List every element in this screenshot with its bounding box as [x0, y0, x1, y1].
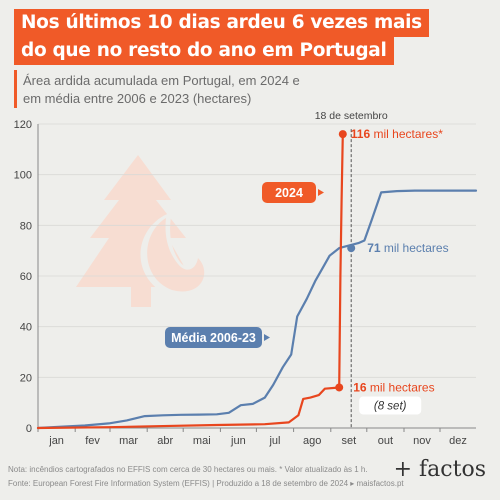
title-line-2: do que no resto do ano em Portugal: [14, 37, 394, 65]
legend-media-label: Média 2006-23: [171, 331, 256, 345]
x-tick-label: fev: [85, 435, 100, 447]
x-tick-label: ago: [303, 435, 321, 447]
series-line-2024: [36, 133, 344, 430]
x-tick-label: mai: [193, 435, 211, 447]
forest-fire-icon: [76, 155, 211, 307]
y-tick-label: 100: [14, 170, 32, 182]
x-tick-label: abr: [157, 435, 173, 447]
brand-logo: + factos: [393, 457, 486, 482]
chart-annotations: 116 mil hectares* 71 mil hectares 16 mil h…: [165, 127, 449, 415]
source-note: Fonte: European Forest Fire Information …: [8, 479, 404, 488]
chart-series: [36, 133, 478, 430]
x-tick-label: jan: [48, 435, 64, 447]
x-tick-label: set: [341, 435, 356, 447]
date-marker: 18 de setembro: [315, 110, 388, 428]
y-tick-label: 20: [20, 372, 32, 384]
y-tick-label: 80: [20, 220, 32, 232]
x-tick-label: out: [378, 435, 393, 447]
x-tick-label: dez: [449, 435, 467, 447]
legend-2024-label: 2024: [275, 186, 303, 200]
chart-grid: [38, 123, 476, 378]
note-box-sept8: [359, 396, 422, 415]
legend-media-pill: [165, 327, 262, 348]
point-media-71: [347, 244, 356, 253]
point-2024-sept8: [335, 383, 344, 392]
x-tick-label: mar: [119, 435, 138, 447]
subtitle-line-1: Área ardida acumulada em Portugal, em 20…: [23, 73, 300, 88]
subtitle-line-2: em média entre 2006 e 2023 (hectares): [23, 91, 252, 106]
series-line-m-dia-2006-23: [36, 189, 478, 430]
label-2024-sept8: 16 mil hectares: [353, 380, 434, 394]
x-tick-label: jul: [268, 435, 280, 447]
legend-2024-pill: [262, 182, 316, 203]
point-2024-peak: [338, 130, 347, 139]
y-tick-label: 60: [20, 271, 32, 283]
label-media-71: 71 mil hectares: [367, 241, 448, 255]
title-line-1: Nos últimos 10 dias ardeu 6 vezes mais: [14, 9, 429, 37]
label-sept8-note: (8 set): [374, 400, 407, 412]
x-tick-label: jun: [230, 435, 246, 447]
legend-2024-pointer: [318, 189, 324, 196]
subtitle-accent-bar: [14, 70, 17, 108]
y-tick-label: 40: [20, 322, 32, 334]
y-tick-label: 120: [14, 119, 32, 131]
x-tick-label: nov: [413, 435, 431, 447]
legend-media-pointer: [264, 334, 270, 341]
label-2024-peak: 116 mil hectares*: [351, 127, 443, 141]
marker-label: 18 de setembro: [315, 110, 388, 122]
y-tick-label: 0: [26, 423, 32, 435]
footnote: Nota: incêndios cartografados no EFFIS c…: [8, 465, 368, 474]
